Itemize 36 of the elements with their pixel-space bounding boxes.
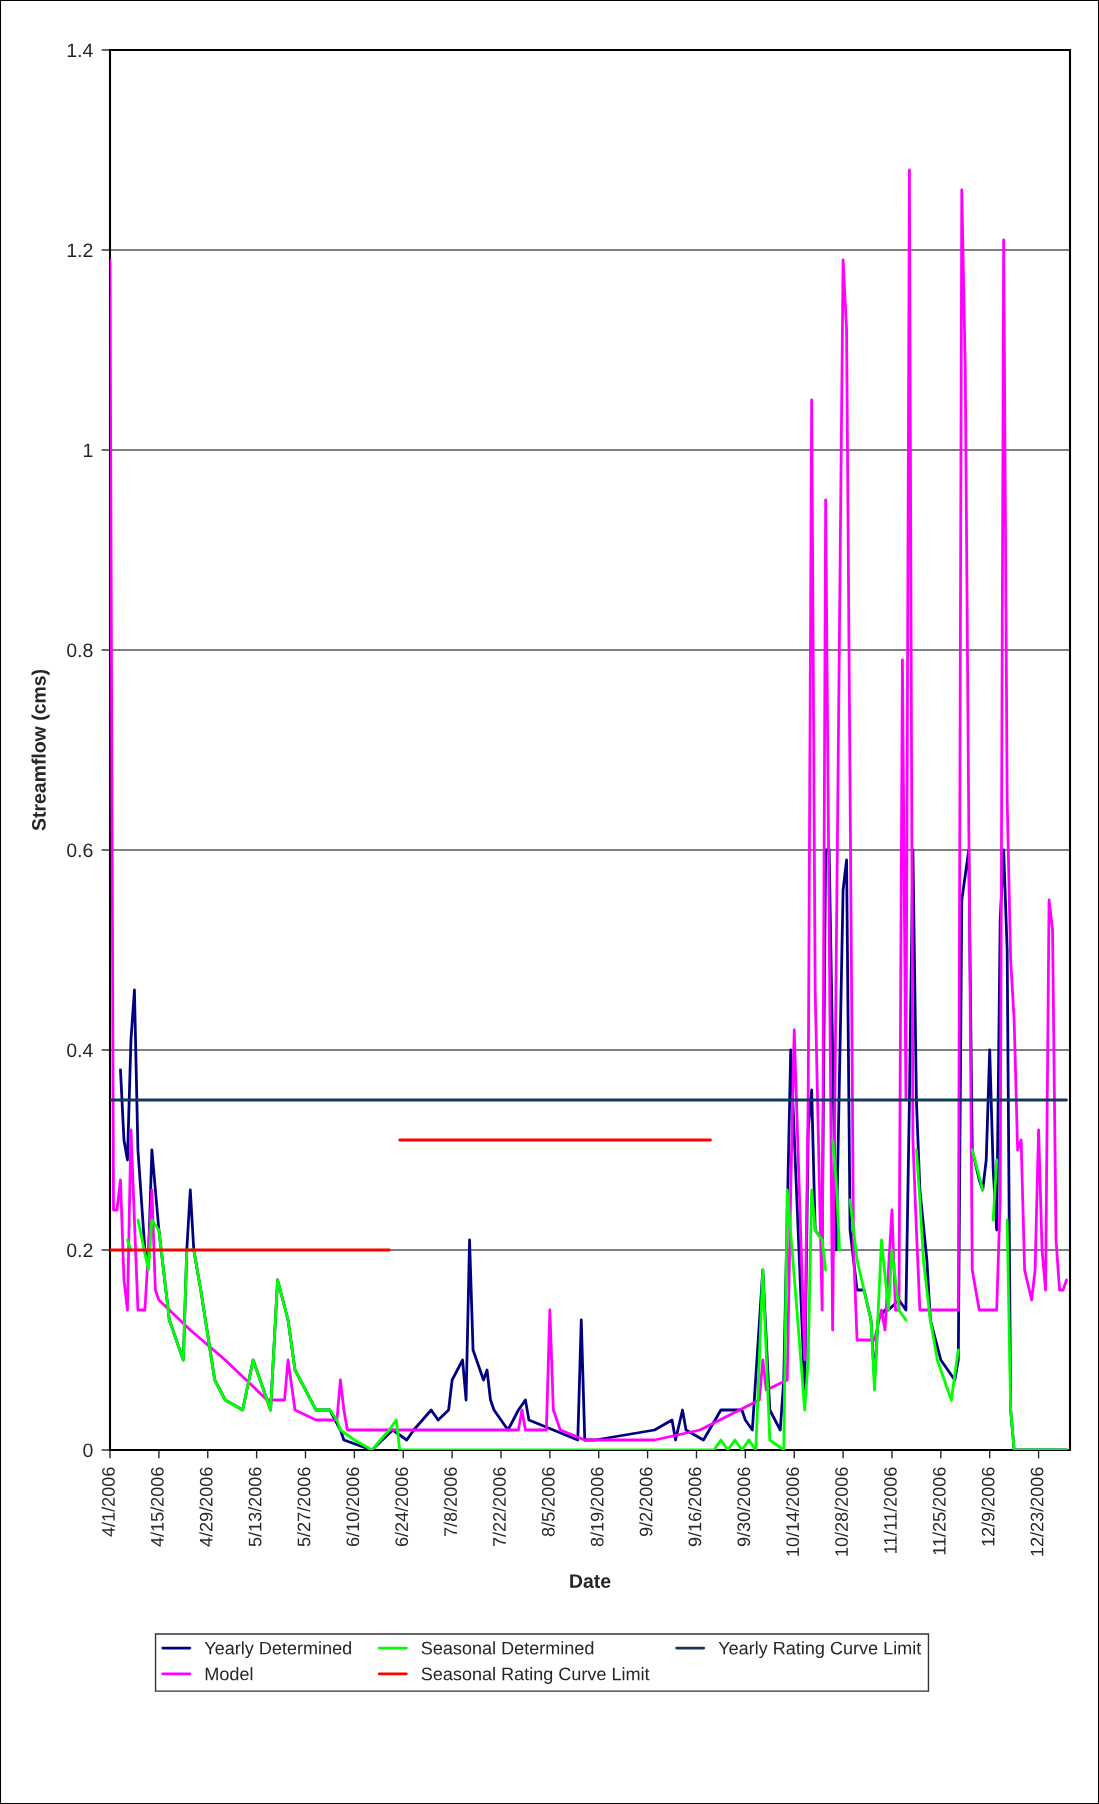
x-tick-label: 8/19/2006 [590, 1467, 604, 1547]
y-tick-label: 1.4 [67, 43, 93, 58]
y-axis-title: Streamflow (cms) [31, 669, 50, 831]
x-tick-label: 9/30/2006 [736, 1467, 751, 1547]
x-tick-label: 9/2/2006 [639, 1467, 653, 1537]
x-tick-label: 4/15/2006 [150, 1467, 164, 1547]
x-tick-label: 4/1/2006 [101, 1467, 115, 1537]
x-tick-label: 8/5/2006 [541, 1467, 555, 1537]
legend-label: Yearly Rating Curve Limit [718, 1641, 922, 1659]
x-tick-label: 10/28/2006 [834, 1467, 848, 1556]
x-axis-title: Date [570, 1574, 611, 1588]
x-tick-label: 11/11/2006 [883, 1467, 897, 1553]
x-tick-label: 12/23/2006 [1030, 1467, 1044, 1556]
x-tick-label: 7/22/2006 [492, 1467, 506, 1547]
y-tick-label: 0.6 [67, 843, 93, 858]
y-tick-label: 0.8 [67, 643, 93, 658]
y-tick-label: 0.4 [67, 1043, 93, 1058]
y-tick-label: 1 [84, 443, 93, 458]
x-tick-label: 5/13/2006 [248, 1467, 262, 1547]
x-tick-label: 4/29/2006 [199, 1467, 213, 1547]
x-tick-label: 5/27/2006 [297, 1467, 311, 1547]
x-tick-label: 6/10/2006 [345, 1467, 360, 1547]
x-tick-label: 10/14/2006 [785, 1467, 800, 1556]
legend-label: Seasonal Rating Curve Limit [421, 1667, 650, 1684]
legend-label: Seasonal Determined [421, 1641, 594, 1655]
y-tick-label: 1.2 [67, 243, 93, 258]
line-series [110, 168, 1068, 1442]
y-tick-label: 0 [83, 1443, 93, 1458]
legend-label: Yearly Determined [204, 1641, 352, 1659]
x-tick-label: 7/8/2006 [443, 1467, 457, 1537]
y-tick-label: 0.2 [67, 1243, 93, 1258]
x-tick-label: 11/25/2006 [932, 1467, 946, 1555]
x-tick-label: 12/9/2006 [981, 1467, 995, 1546]
legend-label: Model [205, 1667, 253, 1681]
x-tick-label: 9/16/2006 [688, 1467, 702, 1547]
x-tick-label: 6/24/2006 [394, 1467, 409, 1547]
